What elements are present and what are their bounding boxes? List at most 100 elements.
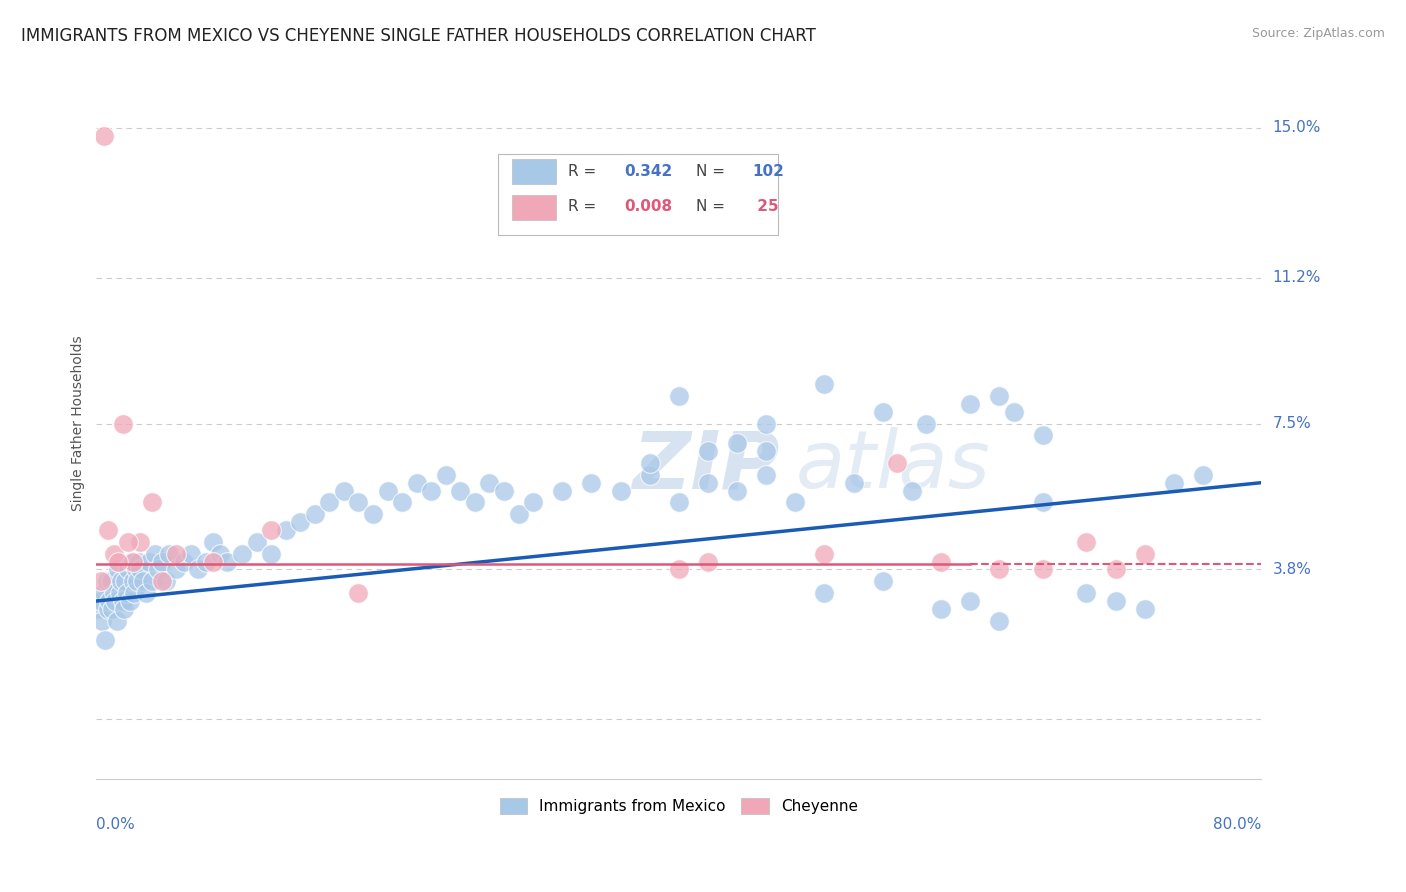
Point <box>90 594 112 608</box>
Text: R =: R = <box>568 200 602 214</box>
Point <box>121 574 143 589</box>
Point <box>260 547 283 561</box>
Point <box>97 523 120 537</box>
Point <box>146 562 169 576</box>
Point <box>361 507 384 521</box>
Point <box>135 586 157 600</box>
Point <box>173 555 195 569</box>
Point <box>103 547 125 561</box>
Text: N =: N = <box>696 200 730 214</box>
Point <box>1032 562 1054 576</box>
Point <box>725 483 748 498</box>
Point <box>638 456 661 470</box>
Point <box>165 562 187 576</box>
Point <box>114 574 136 589</box>
Point <box>118 594 141 608</box>
Point <box>274 523 297 537</box>
Point <box>1076 586 1098 600</box>
Point <box>551 483 574 498</box>
Point <box>696 555 718 569</box>
Point <box>129 534 152 549</box>
FancyBboxPatch shape <box>512 194 557 219</box>
Point <box>124 562 146 576</box>
Text: 0.342: 0.342 <box>624 164 672 179</box>
Point <box>755 444 778 458</box>
Point <box>141 495 163 509</box>
Point <box>494 483 516 498</box>
Point <box>842 475 865 490</box>
Text: N =: N = <box>696 164 730 179</box>
Point <box>959 397 981 411</box>
Point <box>872 405 894 419</box>
Point <box>100 574 122 589</box>
Point <box>93 128 115 143</box>
Point <box>245 534 267 549</box>
Point <box>872 574 894 589</box>
Point <box>1076 534 1098 549</box>
Point <box>668 389 690 403</box>
Point <box>138 555 160 569</box>
Point <box>108 586 131 600</box>
Point <box>347 586 370 600</box>
Point <box>217 555 239 569</box>
Point <box>581 475 603 490</box>
Point <box>105 614 128 628</box>
Point <box>347 495 370 509</box>
Point <box>508 507 530 521</box>
Point <box>115 586 138 600</box>
Point <box>1133 547 1156 561</box>
Point <box>1104 594 1126 608</box>
Point <box>420 483 443 498</box>
Point <box>929 555 952 569</box>
Point <box>107 562 129 576</box>
Point <box>101 602 124 616</box>
Point <box>129 562 152 576</box>
Point <box>121 555 143 569</box>
Point <box>127 574 149 589</box>
Point <box>201 555 224 569</box>
Point <box>1002 405 1025 419</box>
Point <box>522 495 544 509</box>
Text: 15.0%: 15.0% <box>1272 120 1320 136</box>
Point <box>813 586 835 600</box>
Text: atlas: atlas <box>796 427 990 505</box>
Text: 11.2%: 11.2% <box>1272 270 1320 285</box>
Point <box>132 574 155 589</box>
Point <box>886 456 908 470</box>
Point <box>157 547 180 561</box>
Point <box>165 547 187 561</box>
Y-axis label: Single Father Households: Single Father Households <box>72 335 86 511</box>
Point <box>1032 428 1054 442</box>
Point <box>1192 467 1215 482</box>
Point <box>929 602 952 616</box>
Text: R =: R = <box>568 164 602 179</box>
Text: 7.5%: 7.5% <box>1272 416 1310 431</box>
Point <box>988 614 1011 628</box>
Text: 102: 102 <box>752 164 785 179</box>
Point <box>194 555 217 569</box>
Point <box>1133 602 1156 616</box>
Point <box>609 483 631 498</box>
Point <box>290 515 312 529</box>
Point <box>1104 562 1126 576</box>
Point <box>143 547 166 561</box>
Text: 3.8%: 3.8% <box>1272 562 1312 577</box>
Point <box>391 495 413 509</box>
Point <box>988 389 1011 403</box>
Point <box>1163 475 1185 490</box>
Point <box>915 417 938 431</box>
Point <box>103 586 125 600</box>
Point <box>318 495 340 509</box>
Point <box>128 555 150 569</box>
Point <box>900 483 922 498</box>
Point <box>150 574 173 589</box>
Point <box>112 602 135 616</box>
Point <box>668 495 690 509</box>
Point <box>449 483 471 498</box>
Point <box>180 547 202 561</box>
Point <box>405 475 427 490</box>
Text: 0.008: 0.008 <box>624 200 672 214</box>
Point <box>231 547 253 561</box>
Text: Source: ZipAtlas.com: Source: ZipAtlas.com <box>1251 27 1385 40</box>
Point <box>696 444 718 458</box>
